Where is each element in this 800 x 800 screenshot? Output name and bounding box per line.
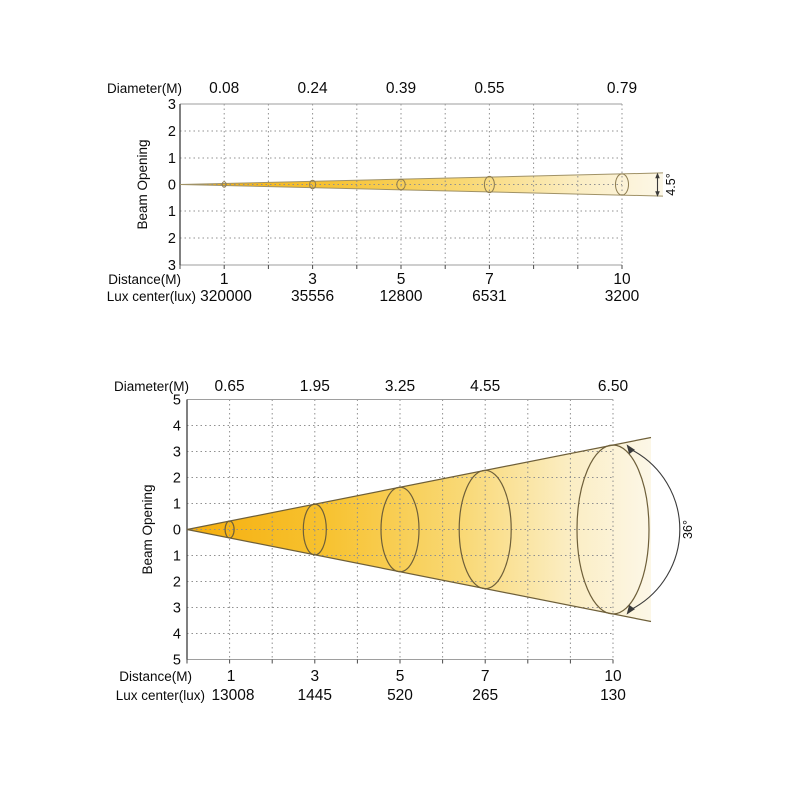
distance-value: 10	[613, 271, 631, 288]
diameter-axis-label: Diameter(M)	[107, 81, 182, 96]
angle-dimension-arrow	[655, 172, 660, 197]
cone-lower-edge	[179, 184, 664, 197]
lux-value: 6531	[472, 288, 506, 305]
distance-value: 3	[308, 271, 317, 288]
y-tick: 3	[168, 97, 176, 113]
y-tick: 3	[173, 601, 181, 617]
y-tick: 1	[173, 549, 181, 565]
y-tick: 2	[173, 575, 181, 591]
beam-angle-label: 36°	[681, 520, 695, 539]
y-tick: 0	[168, 178, 176, 194]
beam-opening-axis-label: Beam Opening	[140, 484, 155, 574]
distance-axis-label: Distance(M)	[108, 272, 181, 287]
diameter-value: 0.79	[607, 80, 637, 97]
distance-value: 1	[227, 668, 236, 685]
beam-section-ellipses	[224, 444, 650, 615]
y-tick: 3	[173, 445, 181, 461]
diameter-value: 0.39	[386, 80, 416, 97]
lux-value: 35556	[291, 288, 334, 305]
diameter-axis-label: Diameter(M)	[114, 379, 189, 394]
distance-axis-label: Distance(M)	[119, 669, 192, 684]
diameter-value: 0.55	[474, 80, 504, 97]
grid-lines	[187, 399, 614, 660]
y-tick: 2	[168, 231, 176, 247]
x-axis-ticks	[186, 659, 614, 664]
distance-value: 7	[485, 271, 494, 288]
beam-cone	[180, 172, 663, 197]
lux-row-label: Lux center(lux)	[107, 289, 196, 304]
diameter-value: 0.08	[209, 80, 239, 97]
beam-opening-axis-label: Beam Opening	[135, 139, 150, 229]
y-tick: 1	[173, 497, 181, 513]
distance-value: 3	[310, 668, 319, 685]
lux-value: 520	[387, 687, 413, 704]
y-tick: 2	[173, 471, 181, 487]
chart-narrow-beam: 4.5° Diameter(M) 0.08 0.24 0.39 0.55 0.7…	[107, 80, 678, 305]
distance-value: 5	[396, 668, 405, 685]
y-tick: 4	[173, 627, 181, 643]
angle-dimension-arrow	[626, 444, 681, 615]
y-tick: 0	[173, 523, 181, 539]
distance-value: 7	[481, 668, 490, 685]
lux-row-label: Lux center(lux)	[116, 688, 205, 703]
distance-value: 1	[220, 271, 229, 288]
y-tick: 4	[173, 419, 181, 435]
beam-angle-label: 4.5°	[664, 173, 678, 195]
cone-upper-edge	[186, 436, 652, 531]
lux-value: 265	[472, 687, 498, 704]
y-tick: 3	[168, 258, 176, 274]
cone-lower-edge	[186, 528, 652, 623]
y-tick: 1	[168, 204, 176, 220]
diameter-value: 0.65	[215, 378, 245, 395]
x-axis-ticks	[179, 265, 623, 269]
chart-wide-beam: 36° Diameter(M) 0.65 1.95 3.25 4.55 6.50…	[114, 378, 695, 704]
diameter-value: 1.95	[300, 378, 330, 395]
diameter-value: 4.55	[470, 378, 500, 395]
diameter-value: 3.25	[385, 378, 415, 395]
lux-value: 130	[600, 687, 626, 704]
diameter-value: 0.24	[298, 80, 329, 97]
y-tick: 1	[168, 151, 176, 167]
distance-value: 5	[397, 271, 406, 288]
y-tick: 5	[173, 653, 181, 669]
diameter-value: 6.50	[598, 378, 629, 395]
grid-lines	[180, 104, 623, 265]
lux-value: 12800	[379, 288, 422, 305]
y-tick: 2	[168, 124, 176, 140]
beam-section-ellipses	[221, 173, 629, 196]
lux-value: 1445	[298, 687, 332, 704]
distance-value: 10	[604, 668, 622, 685]
lux-value: 3200	[605, 288, 640, 305]
cone-upper-edge	[179, 172, 664, 185]
lux-value: 320000	[200, 288, 252, 305]
lux-value: 13008	[211, 687, 254, 704]
y-tick: 5	[173, 393, 181, 409]
